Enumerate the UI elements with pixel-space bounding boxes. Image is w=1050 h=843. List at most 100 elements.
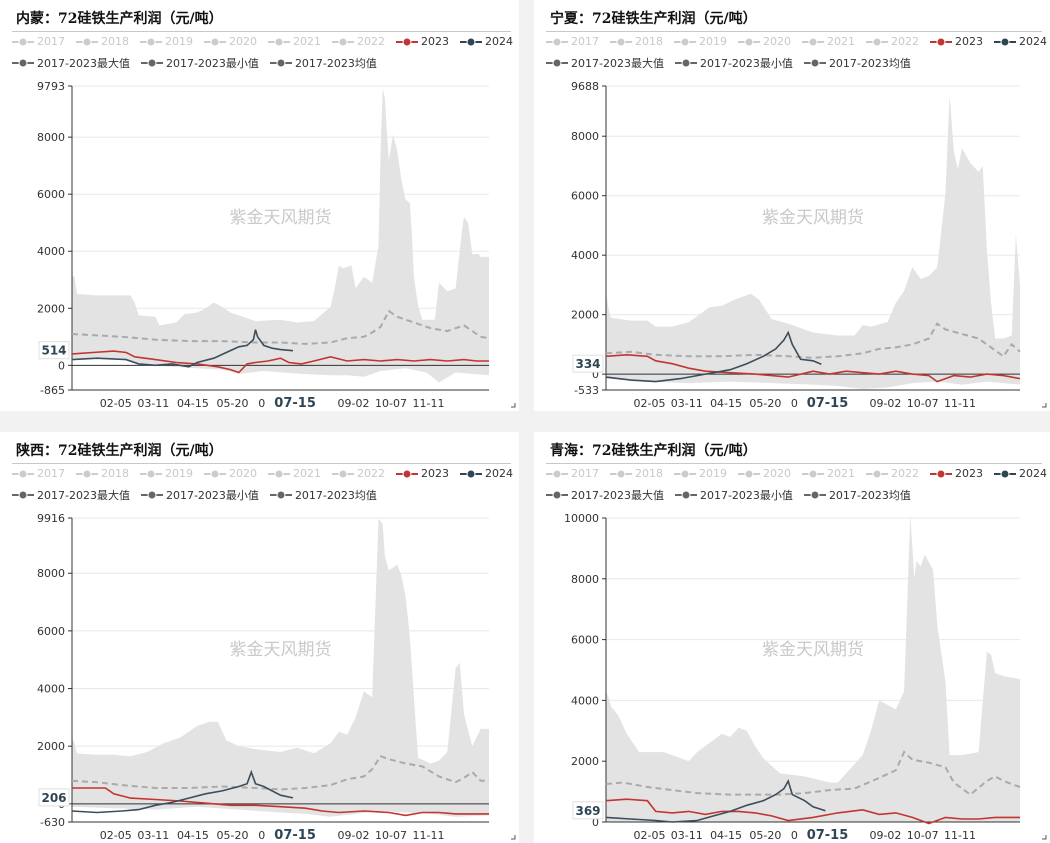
- y-tick-label: 2000: [571, 309, 599, 322]
- y-tick-label: 6000: [571, 190, 599, 203]
- legend-item-stat[interactable]: 2017-2023最小值: [140, 55, 259, 71]
- legend-item-2018[interactable]: 2018: [610, 467, 663, 480]
- x-tick-label: 11-11: [413, 829, 445, 842]
- legend-item-2022[interactable]: 2022: [866, 35, 919, 48]
- current-value-box: [572, 801, 604, 820]
- legend-item-2019[interactable]: 2019: [140, 35, 193, 48]
- range-band-area: [606, 94, 1020, 389]
- legend-item-2021[interactable]: 2021: [268, 35, 321, 48]
- legend-item-2021[interactable]: 2021: [268, 467, 321, 480]
- y-tick-label: 8000: [571, 573, 599, 586]
- legend-item-2024[interactable]: 2024: [994, 35, 1047, 48]
- x-tick-label: 10-07: [907, 829, 939, 842]
- chart-panel-ningxia: 宁夏：72硅铁生产利润（元/吨） 2017 2018 2019 2020 2021 202…: [534, 0, 1050, 411]
- legend-item-2024[interactable]: 2024: [460, 467, 513, 480]
- y-tick-label: 4000: [37, 683, 65, 696]
- y-tick-label: 0: [58, 359, 65, 372]
- y-tick-label: 0: [592, 816, 599, 829]
- mean-line: [71, 755, 489, 791]
- legend-marker-icon: [140, 490, 163, 500]
- y-tick-label: 6000: [37, 188, 65, 201]
- legend-item-2021[interactable]: 2021: [802, 35, 855, 48]
- y-tick-label: 4000: [571, 249, 599, 262]
- legend-item-stat[interactable]: 2017-2023均值: [269, 487, 377, 503]
- legend-item-2023[interactable]: 2023: [930, 35, 983, 48]
- watermark-text: 紫金天风期货: [762, 640, 864, 660]
- x-tick-label: 04-15: [710, 397, 742, 410]
- legend-item-stat[interactable]: 2017-2023最小值: [674, 487, 793, 503]
- legend-marker-icon: [803, 490, 826, 500]
- legend-item-stat[interactable]: 2017-2023最大值: [12, 487, 130, 503]
- legend-item-2018[interactable]: 2018: [76, 35, 129, 48]
- legend-label: 2023: [955, 467, 983, 480]
- legend-label: 2024: [485, 35, 513, 48]
- legend-item-stat[interactable]: 2017-2023均值: [803, 487, 911, 503]
- legend-item-2021[interactable]: 2021: [802, 467, 855, 480]
- legend-item-2019[interactable]: 2019: [674, 467, 727, 480]
- legend-item-2023[interactable]: 2023: [396, 467, 449, 480]
- legend-item-2017[interactable]: 2017: [546, 467, 599, 480]
- legend-label: 2022: [357, 467, 385, 480]
- x-tick-label: 05-20: [749, 397, 781, 410]
- series-2023-line: [605, 798, 1020, 825]
- legend-marker-icon: [994, 37, 1016, 46]
- legend-marker-icon: [802, 469, 824, 478]
- legend-item-stat[interactable]: 2017-2023最大值: [546, 55, 664, 71]
- x-tick-label: 09-02: [869, 397, 901, 410]
- legend-item-2017[interactable]: 2017: [12, 35, 65, 48]
- legend-item-2017[interactable]: 2017: [546, 35, 599, 48]
- x-tick-label: 05-20: [217, 397, 249, 410]
- y-tick-label: 2000: [37, 302, 65, 315]
- legend-item-2020[interactable]: 2020: [738, 35, 791, 48]
- legend-item-2020[interactable]: 2020: [204, 467, 257, 480]
- title-divider: [546, 463, 1042, 464]
- legend-label: 2024: [1019, 467, 1047, 480]
- legend-label: 2017: [37, 35, 65, 48]
- x-tick-label: 11-11: [944, 829, 976, 842]
- y-tick-label: 6000: [571, 634, 599, 647]
- legend-label: 2017-2023最大值: [37, 489, 130, 502]
- x-tick-label: 0: [791, 397, 798, 410]
- chart-title: 宁夏：72硅铁生产利润（元/吨）: [550, 11, 757, 27]
- legend-label: 2017-2023最小值: [699, 57, 793, 70]
- y-tick-label: 4000: [571, 694, 599, 707]
- legend-item-2019[interactable]: 2019: [674, 35, 727, 48]
- legend-item-2018[interactable]: 2018: [76, 467, 129, 480]
- y-tick-label: 10000: [564, 512, 599, 525]
- legend-item-2019[interactable]: 2019: [140, 467, 193, 480]
- legend-marker-icon: [546, 469, 568, 478]
- legend-item-2020[interactable]: 2020: [204, 35, 257, 48]
- legend-label: 2017-2023最小值: [165, 489, 259, 502]
- legend-item-stat[interactable]: 2017-2023均值: [803, 55, 911, 71]
- legend-item-2023[interactable]: 2023: [930, 467, 983, 480]
- legend-label: 2023: [421, 35, 449, 48]
- legend-marker-icon: [268, 37, 290, 46]
- y-tick-label: -630: [40, 816, 65, 829]
- legend-marker-icon: [269, 490, 292, 500]
- chart-title: 陕西：72硅铁生产利润（元/吨）: [16, 443, 223, 459]
- legend-item-2023[interactable]: 2023: [396, 35, 449, 48]
- legend-item-2017[interactable]: 2017: [12, 467, 65, 480]
- y-tick-label: 8000: [571, 130, 599, 143]
- legend-item-2020[interactable]: 2020: [738, 467, 791, 480]
- legend-label: 2020: [763, 35, 791, 48]
- watermark-text: 紫金天风期货: [230, 640, 332, 660]
- legend-item-stat[interactable]: 2017-2023最小值: [674, 55, 793, 71]
- legend-years: 2017 2018 2019 2020 2021 2022 2023 2024: [12, 35, 519, 48]
- legend-item-2022[interactable]: 2022: [332, 35, 385, 48]
- legend-item-2022[interactable]: 2022: [866, 467, 919, 480]
- legend-item-2022[interactable]: 2022: [332, 467, 385, 480]
- title-divider: [546, 31, 1042, 32]
- legend-item-2018[interactable]: 2018: [610, 35, 663, 48]
- legend-item-stat[interactable]: 2017-2023最小值: [140, 487, 259, 503]
- legend-item-stat[interactable]: 2017-2023均值: [269, 55, 377, 71]
- legend-marker-icon: [12, 58, 34, 68]
- legend-marker-icon: [460, 469, 482, 478]
- legend-item-2024[interactable]: 2024: [460, 35, 513, 48]
- x-tick-label: 03-11: [671, 829, 703, 842]
- legend-item-stat[interactable]: 2017-2023最大值: [12, 55, 130, 71]
- legend-item-2024[interactable]: 2024: [994, 467, 1047, 480]
- legend-marker-icon: [332, 37, 354, 46]
- legend-item-stat[interactable]: 2017-2023最大值: [546, 487, 664, 503]
- legend-label: 2019: [699, 35, 727, 48]
